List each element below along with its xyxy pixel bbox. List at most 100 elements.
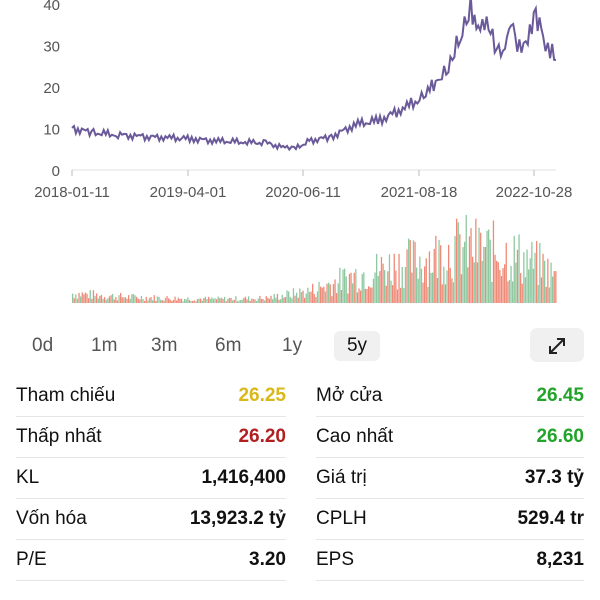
volume-bar [464,241,466,303]
volume-bar [329,284,331,303]
volume-bar [432,272,434,303]
range-tab-3m[interactable]: 3m [151,335,178,356]
range-tab-0d[interactable]: 0d [32,335,54,356]
volume-bar [468,236,471,303]
volume-bar [112,294,114,303]
volume-bar [344,268,346,303]
volume-bar [332,284,335,303]
volume-bar [472,256,474,303]
volume-bar [422,282,424,303]
stat-shares: CPLH 529.4 tr [316,499,584,539]
volume-bar [534,252,536,303]
volume-bar [489,239,491,303]
volume-bar [214,298,216,303]
stat-pe-label: P/E [16,549,47,570]
volume-bar [404,267,407,303]
volume-bar [488,229,490,303]
range-tab-6m[interactable]: 6m [215,335,242,356]
volume-bar [137,298,139,303]
volume-bar [428,251,431,303]
volume-bar [328,282,330,303]
volume-bar [441,284,443,303]
volume-bar [169,299,171,303]
volume-bar [353,272,355,303]
volume-bar [123,297,125,303]
volume-bar [75,294,77,303]
volume-bar [128,295,130,303]
volume-bar [348,273,351,303]
stat-ref-value: 26.25 [238,385,286,406]
volume-bar [307,287,309,303]
volume-bar [484,247,487,303]
volume-bar [478,227,480,303]
volume-bar [190,301,192,303]
volume-bar [259,295,261,303]
volume-bar [80,296,82,303]
volume-bar [299,288,301,303]
volume-bar [102,298,104,303]
volume-bar [262,299,264,303]
stat-shares-label: CPLH [316,508,367,529]
volume-bar [172,299,175,303]
volume-bar [300,292,303,303]
volume-bar [412,240,415,303]
stat-eps: EPS 8,231 [316,540,584,580]
expand-chart-button[interactable] [530,328,584,362]
volume-bar [513,235,515,303]
volume-bar [438,240,440,303]
divider [316,580,584,581]
divider [316,416,584,417]
volume-bar [502,268,504,303]
volume-bar [129,298,131,303]
volume-bar [465,214,467,303]
volume-bar [196,299,199,303]
volume-bar [228,298,231,303]
volume-bar [504,264,506,303]
volume-bar [411,272,413,303]
volume-bar [96,293,98,303]
volume-bar [320,286,322,303]
volume-bar [499,269,501,303]
volume-bar [430,272,432,303]
volume-bar [536,241,538,303]
stat-low: Thấp nhất 26.20 [16,417,286,457]
volume-bar [134,295,136,303]
x-tick-label: 2022-10-28 [496,184,573,201]
volume-bar [72,293,74,303]
volume-bar [139,299,141,303]
range-tab-5y[interactable]: 5y [334,331,380,361]
stat-pe-value: 3.20 [249,549,286,570]
volume-bar [91,298,93,303]
volume-bar [326,283,328,303]
volume-bar [278,299,280,303]
volume-bar [358,288,360,303]
stat-high-label: Cao nhất [316,426,394,447]
volume-bar [494,254,496,303]
volume-bar [203,298,205,303]
volume-bar [555,271,557,303]
volume-bar [233,299,235,303]
volume-bar [369,287,371,303]
volume-bar [360,290,362,303]
volume-bar [508,280,511,303]
price-x-axis: 2018-01-11 2019-04-01 2020-06-11 2021-08-18… [34,170,572,201]
range-tab-1m[interactable]: 1m [91,335,118,356]
volume-bar [548,287,551,303]
volume-bar [364,288,367,303]
volume-bar [452,282,455,303]
volume-bar [387,271,389,303]
volume-bar [310,291,312,303]
volume-bar [308,291,311,303]
volume-bar [152,300,154,303]
y-tick-label: 30 [43,39,60,56]
volume-bar [524,277,527,303]
volume-bar [457,222,459,303]
volume-bar [510,265,512,303]
volume-bar [316,291,319,303]
range-tab-1y[interactable]: 1y [282,335,303,356]
stat-market-cap-value: 13,923.2 tỷ [189,508,286,529]
volume-bar [297,297,299,303]
volume-bar [188,299,191,303]
volume-bar [240,300,242,303]
volume-bar [339,267,341,303]
